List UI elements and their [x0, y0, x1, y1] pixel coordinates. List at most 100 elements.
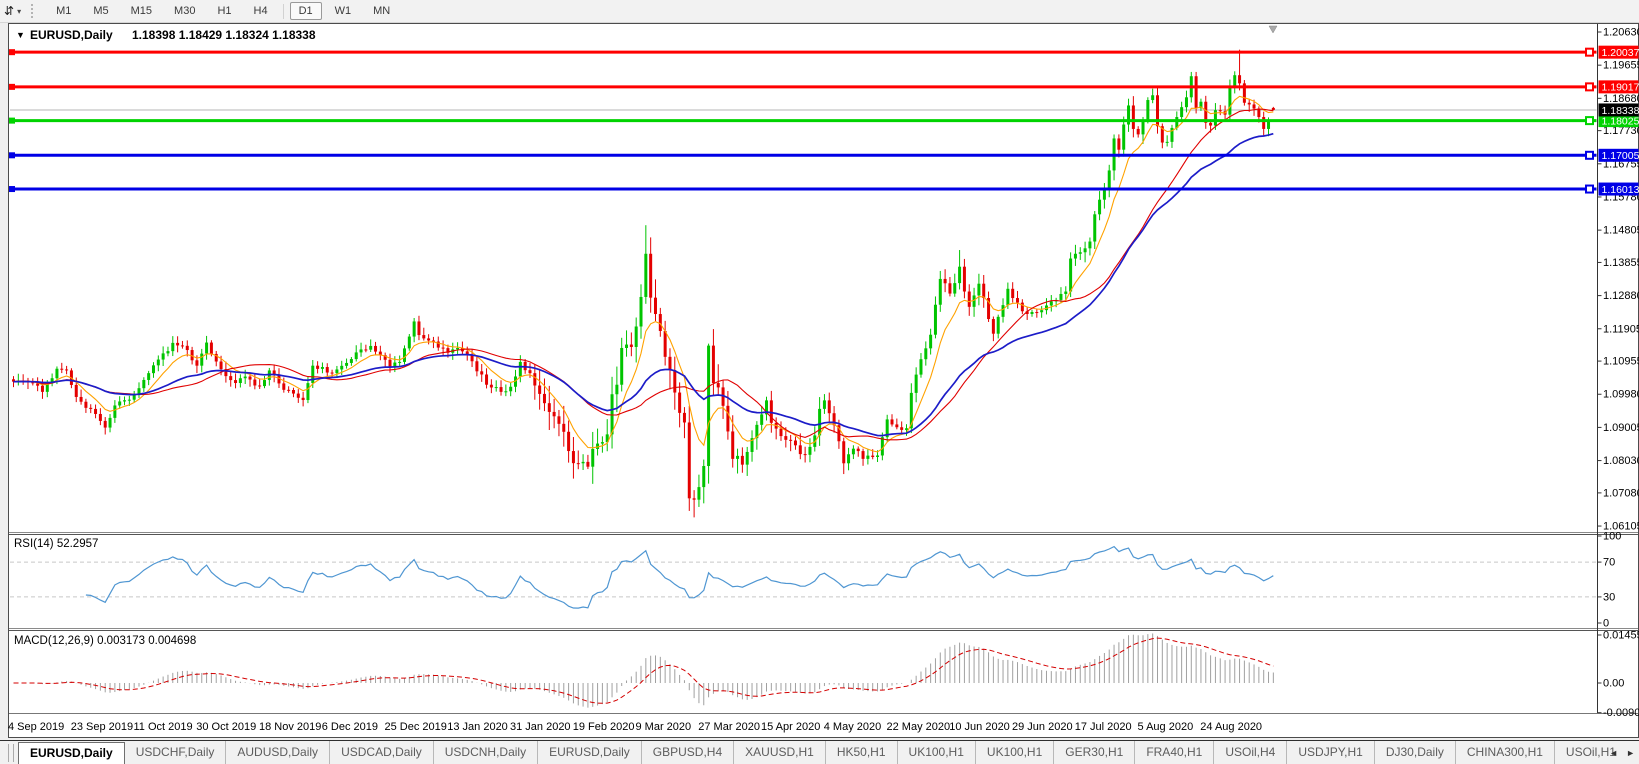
- date-label: 27 Mar 2020: [698, 721, 760, 733]
- horizontal-line-4[interactable]: [9, 184, 1597, 194]
- macd-signal-line: [13, 637, 1274, 704]
- price-tick: 1.12880: [1603, 290, 1639, 302]
- price-axis[interactable]: 1.206301.196551.186801.177301.167551.157…: [1597, 27, 1639, 720]
- toolbar-divider: [282, 3, 284, 19]
- date-label: 18 Nov 2019: [259, 721, 321, 733]
- date-label: 23 Sep 2019: [71, 721, 133, 733]
- rsi-panel[interactable]: [10, 545, 1597, 609]
- timeframe-button-m30[interactable]: M30: [174, 5, 196, 17]
- horizontal-line-3[interactable]: [9, 150, 1597, 160]
- chart-tabs: EURUSD,Daily USDCHF,Daily AUDUSD,Daily USDC…: [18, 741, 1627, 764]
- chart-tools-button[interactable]: ⇵ ▾: [0, 5, 27, 17]
- date-label: 19 Feb 2020: [573, 721, 635, 733]
- date-label: 24 Aug 2020: [1200, 721, 1262, 733]
- chart-tab-6[interactable]: GBPUSD,H4: [640, 741, 733, 764]
- chart-tab-14[interactable]: USDJPY,H1: [1286, 741, 1373, 764]
- price-tick: 1.08030: [1603, 455, 1639, 467]
- date-label: 10 Jun 2020: [949, 721, 1010, 733]
- chart-tab-bar: EURUSD,Daily USDCHF,Daily AUDUSD,Daily USDC…: [0, 740, 1639, 764]
- macd-tick: -0.00900: [1603, 707, 1639, 719]
- price-tick: 1.19655: [1603, 60, 1639, 72]
- date-label: 13 Jan 2020: [447, 721, 508, 733]
- date-label: 4 Sep 2019: [8, 721, 64, 733]
- date-label: 29 Jun 2020: [1012, 721, 1073, 733]
- chart-tab-7[interactable]: XAUUSD,H1: [733, 741, 825, 764]
- chart-title-symbol: EURUSD,Daily: [30, 28, 113, 42]
- date-label: 17 Jul 2020: [1075, 721, 1132, 733]
- chart-tab-0[interactable]: EURUSD,Daily: [18, 742, 125, 764]
- tab-scroll-right-icon[interactable]: ►: [1626, 747, 1635, 758]
- price-tick: 1.11905: [1603, 323, 1639, 335]
- chart-tab-3[interactable]: USDCAD,Daily: [329, 741, 433, 764]
- chart-tab-8[interactable]: HK50,H1: [824, 741, 897, 764]
- date-label: 25 Dec 2019: [385, 721, 447, 733]
- chart-tab-2[interactable]: AUDUSD,Daily: [225, 741, 329, 764]
- ma-slow-line[interactable]: [13, 132, 1274, 437]
- horizontal-line-0[interactable]: [9, 47, 1597, 57]
- price-tick: 1.07080: [1603, 487, 1639, 499]
- chart-window-frame: [8, 23, 1639, 738]
- tab-scroll-left-icon[interactable]: ◄: [1609, 747, 1619, 758]
- rsi-tick: 70: [1603, 557, 1615, 569]
- price-tick: 1.17730: [1603, 125, 1639, 137]
- price-chart-plot[interactable]: [9, 47, 1597, 518]
- title-collapse-arrow[interactable]: ▼: [16, 30, 25, 40]
- horizontal-line-1[interactable]: [9, 82, 1597, 92]
- chart-tab-16[interactable]: CHINA300,H1: [1454, 741, 1554, 764]
- tabbar-grip: [8, 744, 14, 762]
- chart-arrows-icon: ⇵: [4, 4, 15, 18]
- macd-tick: 0.00: [1603, 678, 1624, 690]
- price-tick: 1.09005: [1603, 422, 1639, 434]
- timeframe-button-h4[interactable]: H4: [253, 5, 268, 17]
- date-label: 22 May 2020: [887, 721, 951, 733]
- date-label: 15 Apr 2020: [761, 721, 820, 733]
- price-tick: 1.06105: [1603, 521, 1639, 533]
- chart-tab-15[interactable]: DJ30,Daily: [1373, 741, 1455, 764]
- rsi-tick: 30: [1603, 591, 1615, 603]
- timeframe-button-h1[interactable]: H1: [217, 5, 232, 17]
- date-label: 4 May 2020: [824, 721, 881, 733]
- chart-tab-17[interactable]: USOil,H1: [1553, 741, 1627, 764]
- timeframe-button-m5[interactable]: M5: [93, 5, 109, 17]
- chart-window[interactable]: 1.206301.196551.186801.177301.167551.157…: [0, 23, 1639, 740]
- price-tick: 1.10955: [1603, 356, 1639, 368]
- timeframe-button-group: M1 M5 M15 M30 H1 H4 D1 W1 MN: [45, 2, 401, 20]
- tab-scroll-arrows: ◄ ►: [1609, 741, 1635, 764]
- timeframe-button-m15[interactable]: M15: [130, 5, 153, 17]
- price-tick: 1.13855: [1603, 257, 1639, 269]
- chart-tab-12[interactable]: FRA40,H1: [1134, 741, 1213, 764]
- chart-shift-marker-icon[interactable]: [1268, 25, 1278, 34]
- timeframe-button-mn[interactable]: MN: [373, 5, 391, 17]
- date-label: 31 Jan 2020: [510, 721, 571, 733]
- top-toolbar: ⇵ ▾ M1 M5 M15 M30 H1 H4 D1 W1 MN: [0, 0, 1639, 23]
- chart-tab-1[interactable]: USDCHF,Daily: [135, 745, 215, 759]
- timeframe-button-d1[interactable]: D1: [289, 2, 322, 20]
- date-axis[interactable]: 4 Sep 2019 23 Sep 2019 11 Oct 2019 30 Oct 2…: [8, 721, 1262, 733]
- hline-price-label: 1.16013: [1602, 184, 1639, 196]
- hline-price-label: 1.18025: [1602, 115, 1639, 127]
- date-label: 9 Mar 2020: [636, 721, 692, 733]
- hline-price-label: 1.19017: [1602, 82, 1639, 94]
- timeframe-button-w1[interactable]: W1: [334, 5, 352, 17]
- horizontal-line-2[interactable]: [9, 116, 1597, 126]
- chart-tab-11[interactable]: GER30,H1: [1053, 741, 1134, 764]
- price-tick: 1.14805: [1603, 225, 1639, 237]
- rsi-tick: 0: [1603, 618, 1609, 630]
- macd-tick: 0.014556: [1603, 629, 1639, 641]
- chart-tab-9[interactable]: UK100,H1: [896, 741, 975, 764]
- hline-price-label: 1.20037: [1602, 47, 1639, 59]
- macd-panel[interactable]: [13, 633, 1274, 708]
- price-tick: 1.09980: [1603, 389, 1639, 401]
- hline-price-label: 1.18338: [1602, 105, 1639, 117]
- toolbar-grip: [31, 4, 37, 18]
- date-label: 11 Oct 2019: [134, 721, 193, 733]
- price-tick: 1.20630: [1603, 27, 1639, 39]
- rsi-tick: 100: [1603, 531, 1621, 543]
- timeframe-button-m1[interactable]: M1: [56, 5, 72, 17]
- date-label: 30 Oct 2019: [196, 721, 256, 733]
- chart-tab-5[interactable]: EURUSD,Daily: [537, 741, 641, 764]
- chart-title-ohlc: 1.18398 1.18429 1.18324 1.18338: [132, 28, 316, 42]
- chart-tab-4[interactable]: USDCNH,Daily: [432, 741, 537, 764]
- chart-tab-10[interactable]: UK100,H1: [974, 741, 1053, 764]
- chart-tab-13[interactable]: USOil,H4: [1213, 741, 1286, 764]
